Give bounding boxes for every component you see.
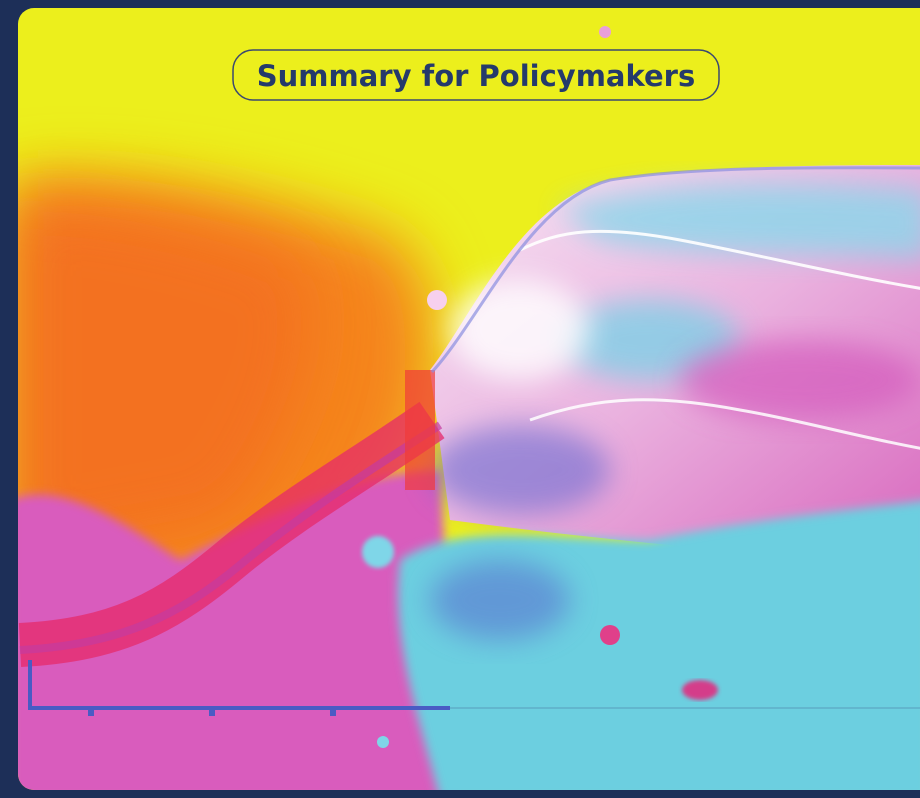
axis-tick (330, 708, 336, 716)
white-patch (450, 280, 590, 380)
blue-patch (430, 560, 570, 640)
cover-art: Summary for Policymakers (0, 0, 920, 798)
cover-title: Summary for Policymakers (257, 59, 695, 93)
artwork: Summary for Policymakers (10, 8, 920, 798)
magenta-patch (680, 340, 920, 420)
spot (599, 26, 611, 38)
page: {"cover": {"title": "Summary for Policym… (0, 0, 920, 798)
violet-patch (430, 425, 610, 515)
spot (682, 680, 718, 700)
spot (362, 536, 394, 568)
red-block (405, 370, 435, 490)
spot (427, 290, 447, 310)
spot (377, 736, 389, 748)
axis-tick (209, 708, 215, 716)
cyan-wash (398, 500, 920, 798)
spot (600, 625, 620, 645)
axis-tick (88, 708, 94, 716)
